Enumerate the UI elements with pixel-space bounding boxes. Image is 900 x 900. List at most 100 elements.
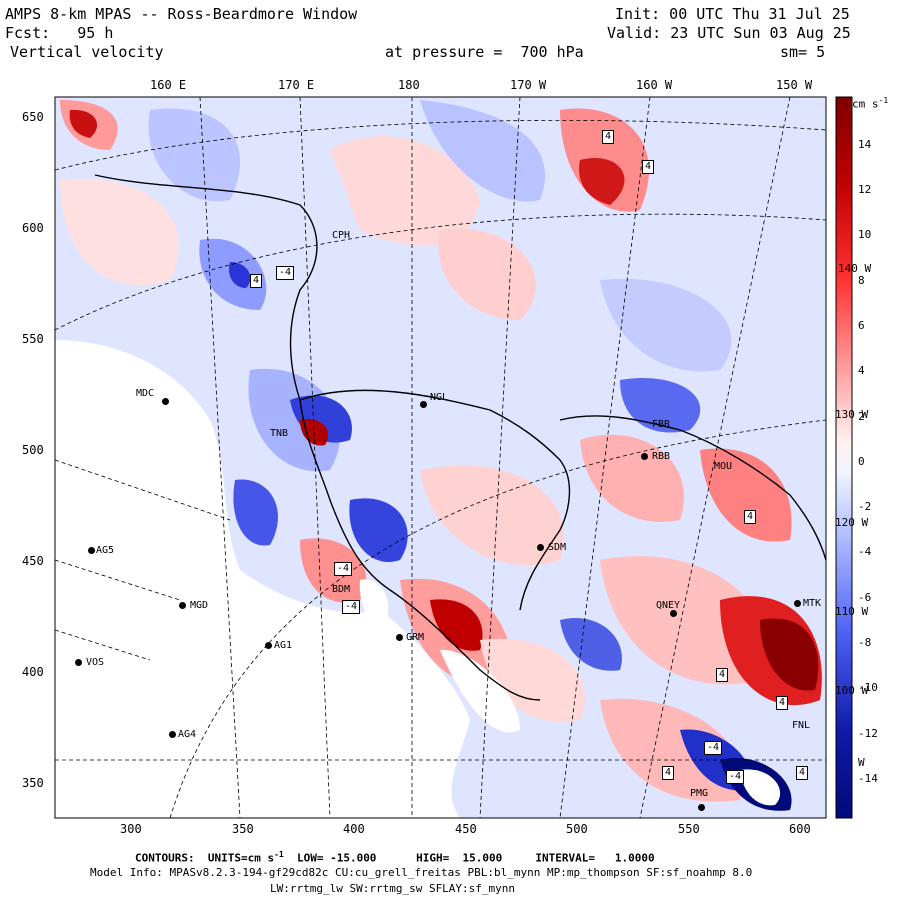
station-label: AG5 [96, 545, 115, 556]
coastline [559, 415, 826, 561]
station-label: SDM [548, 542, 567, 553]
colorbar [835, 96, 853, 819]
contour-label: 4 [602, 130, 615, 144]
no-data-region [55, 340, 470, 818]
field-patch [420, 465, 564, 566]
station-marker [265, 642, 272, 649]
init-time: Init: 00 UTC Thu 31 Jul 25 [615, 5, 850, 23]
no-data-region [440, 649, 520, 733]
station-label: QNEY [656, 600, 681, 611]
station-label: AG4 [178, 729, 197, 740]
colorbar-tick: -12 [858, 727, 878, 740]
lon-label: 160 E [150, 78, 187, 92]
station-marker [698, 804, 705, 811]
station-marker [670, 610, 677, 617]
station-label: MTK [803, 598, 822, 609]
x-tick-label: 550 [678, 822, 700, 836]
contour-label: -4 [704, 741, 723, 755]
x-tick-label: 400 [343, 822, 365, 836]
coastline [94, 174, 541, 701]
colorbar-tick: 6 [858, 319, 865, 332]
contour-label: 4 [716, 668, 729, 682]
colorbar-tick: 12 [858, 183, 872, 196]
field-patch [69, 109, 98, 138]
colorbar-tick: 10 [858, 228, 872, 241]
y-tick-label: 650 [22, 110, 44, 124]
lon-label: 180 [398, 78, 420, 92]
y-tick-label: 350 [22, 776, 44, 790]
field-patch [760, 618, 819, 691]
station-label: MGD [190, 600, 209, 611]
x-tick-label: 300 [120, 822, 142, 836]
y-tick-label: 450 [22, 554, 44, 568]
colorbar-tick: -6 [858, 591, 872, 604]
field-patch [248, 368, 341, 472]
field-patch [430, 599, 483, 651]
station-marker [420, 401, 427, 408]
station-label: GRM [406, 632, 425, 643]
station-label: FNL [792, 720, 811, 731]
colorbar-tick: 2 [858, 410, 865, 423]
field-patch [600, 278, 732, 372]
field-patch [233, 479, 278, 546]
station-marker [169, 731, 176, 738]
colorbar-tick: 0 [858, 455, 865, 468]
station-label: MOU [714, 461, 733, 472]
field-patch [579, 158, 625, 205]
contour-label: 4 [662, 766, 675, 780]
field-patch [600, 556, 766, 685]
station-label: VOS [86, 657, 105, 668]
x-tick-label: 450 [455, 822, 477, 836]
lon-label: 150 W [776, 78, 813, 92]
lon-label: 170 E [278, 78, 315, 92]
field-patch [480, 638, 586, 722]
field-patch [560, 618, 622, 671]
field-patch [700, 448, 792, 542]
x-tick-label: 600 [789, 822, 811, 836]
station-marker [162, 398, 169, 405]
edge-lon-label: 140 W [838, 262, 872, 275]
contour-label: 4 [642, 160, 655, 174]
edge-lon-label: 110 W [835, 605, 869, 618]
station-marker [641, 453, 648, 460]
edge-lon-label: W [858, 756, 865, 769]
field-patch [330, 136, 480, 246]
station-label: FBR [652, 419, 671, 430]
station-marker [88, 547, 95, 554]
station-label: AG1 [274, 640, 293, 651]
contour-label: 4 [796, 766, 809, 780]
field-patch [580, 434, 684, 522]
fcst-value: 95 h [77, 24, 114, 42]
graticule [55, 97, 826, 818]
edge-lon-label: 130 W [835, 408, 869, 421]
station-marker [537, 544, 544, 551]
contour-label: -4 [334, 562, 353, 576]
variable-name: Vertical velocity [10, 43, 164, 61]
station-label: MDC [136, 388, 155, 399]
field-patch [290, 395, 352, 443]
y-tick-label: 550 [22, 332, 44, 346]
colorbar-tick: 14 [858, 138, 872, 151]
edge-lon-label: 100 W [835, 684, 869, 697]
field-patch [420, 100, 545, 202]
physics-info: LW:rrtmg_lw SW:rrtmg_sw SFLAY:sf_mynn [270, 882, 516, 895]
map-title: AMPS 8-km MPAS -- Ross-Beardmore Window [5, 5, 358, 23]
y-tick-label: 400 [22, 665, 44, 679]
station-marker [396, 634, 403, 641]
field-patch [620, 378, 701, 433]
x-tick-label: 350 [232, 822, 254, 836]
forecast-hour: Fcst: 95 h [5, 24, 113, 42]
no-data-region [740, 769, 781, 806]
field-patch [148, 108, 241, 202]
colorbar-tick: -8 [858, 636, 872, 649]
field-patch [349, 498, 408, 562]
colorbar-tick: -10 [858, 681, 878, 694]
pressure-level: at pressure = 700 hPa [385, 43, 584, 61]
station-label: CPH [332, 230, 351, 241]
contour-label: -4 [726, 770, 745, 784]
field-patch [228, 262, 251, 288]
station-label: BDM [332, 584, 351, 595]
station-marker [794, 600, 801, 607]
station-label: TNB [270, 428, 289, 439]
